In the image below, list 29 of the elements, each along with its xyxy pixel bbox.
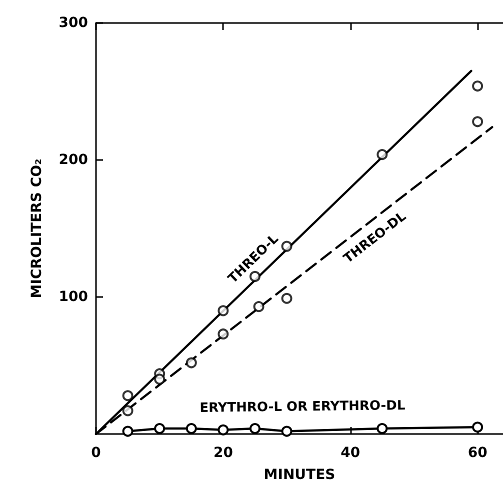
series-label: ERYTHRO-L OR ERYTHRO-DL <box>200 398 406 416</box>
x-tick-label: 20 <box>213 445 234 461</box>
point <box>122 390 134 402</box>
y-tick-label: 200 <box>58 152 88 168</box>
point <box>218 328 229 340</box>
point <box>472 80 484 92</box>
point <box>376 149 388 160</box>
x-axis-title: MINUTES <box>264 467 336 483</box>
point <box>186 423 197 434</box>
point <box>281 426 292 437</box>
point <box>281 240 292 252</box>
point <box>376 423 388 434</box>
point <box>472 116 484 128</box>
point <box>218 424 229 436</box>
x-tick-label: 40 <box>340 445 360 461</box>
y-tick-label: 300 <box>58 15 88 31</box>
y-tick-label: 100 <box>58 289 88 305</box>
point <box>218 305 229 316</box>
x-tick-label: 60 <box>468 445 488 461</box>
point <box>253 301 264 312</box>
point <box>186 357 197 368</box>
x-tick-label: 0 <box>91 445 102 461</box>
y-axis-title: MICROLITERS CO₂ <box>29 158 45 298</box>
point <box>249 423 260 434</box>
point <box>154 374 166 385</box>
point <box>154 423 166 434</box>
point <box>122 426 134 437</box>
point <box>122 405 134 416</box>
point <box>281 292 292 304</box>
